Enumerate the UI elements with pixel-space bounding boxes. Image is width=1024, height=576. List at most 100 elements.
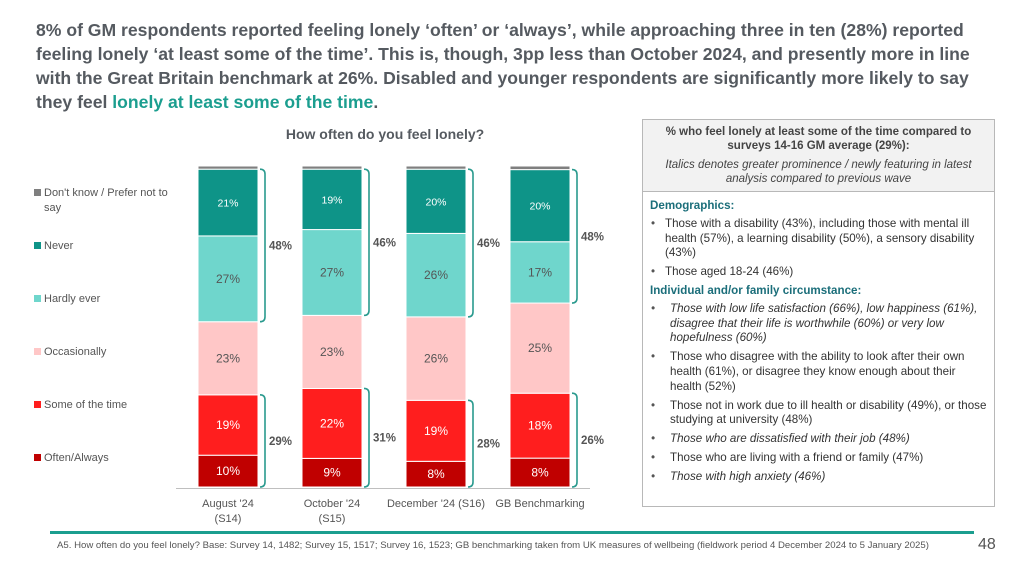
- bar-data-label: 8%: [531, 466, 549, 480]
- demographics-title: Demographics:: [650, 199, 987, 214]
- bar-segment: [405, 168, 467, 234]
- legend-label: Often/Always: [44, 452, 109, 464]
- circumstance-item: Those with high anxiety (46%): [650, 470, 987, 485]
- legend-swatch: [34, 189, 41, 196]
- bar-segment: [509, 241, 571, 304]
- bar-data-label: 22%: [320, 416, 344, 430]
- x-tick-label: December '24 (S16): [387, 498, 485, 510]
- bar-segment: [197, 165, 259, 170]
- demographics-item: Those aged 18-24 (46%): [650, 265, 987, 280]
- bar-data-label: 26%: [424, 352, 448, 366]
- side-panel-header: % who feel lonely at least some of the t…: [643, 120, 994, 192]
- bar-segment: [197, 235, 259, 323]
- circumstance-item: Those with low life satisfaction (66%), …: [650, 302, 987, 346]
- group-total-label: 31%: [373, 433, 396, 445]
- circumstance-item: Those who are dissatisfied with their jo…: [650, 432, 987, 447]
- legend-item: Never: [34, 239, 174, 254]
- bar-segment: [197, 168, 259, 237]
- x-tick-label: GB Benchmarking: [495, 498, 584, 510]
- bracket-hardly-ever-never: [571, 168, 578, 304]
- page-number: 48: [978, 536, 996, 553]
- footnote: A5. How often do you feel lonely? Base: …: [57, 540, 929, 551]
- demographics-title-colon: :: [730, 199, 735, 212]
- chart-title: How often do you feel lonely?: [285, 126, 485, 142]
- legend-swatch: [34, 454, 41, 461]
- group-total-label: 29%: [269, 436, 292, 448]
- bar-segment: [301, 314, 363, 389]
- legend-item: Occasionally: [34, 345, 174, 360]
- bar-data-label: 20%: [425, 196, 446, 208]
- bar-segment: [405, 460, 467, 488]
- bar-segment: [509, 392, 571, 459]
- bar-segment: [301, 165, 363, 170]
- bar-data-label: 23%: [320, 345, 344, 359]
- bar-segment: [405, 399, 467, 462]
- circumstance-item: Those who disagree with the ability to l…: [650, 350, 987, 394]
- bar-segment: [197, 321, 259, 396]
- legend-swatch: [34, 295, 41, 302]
- group-total-label: 28%: [477, 439, 500, 451]
- bracket-hardly-ever-never: [259, 168, 266, 323]
- group-total-label: 48%: [581, 231, 604, 243]
- legend-item: Hardly ever: [34, 292, 174, 307]
- legend-label: Some of the time: [44, 399, 128, 411]
- headline-end: .: [373, 92, 379, 112]
- demographics-list: Those with a disability (43%), including…: [650, 217, 987, 280]
- bar-data-label: 19%: [321, 194, 342, 206]
- group-total-label: 46%: [373, 237, 396, 249]
- legend-item: Some of the time: [34, 398, 174, 413]
- bar-data-label: 9%: [323, 466, 341, 480]
- bar-segment: [301, 168, 363, 231]
- group-total-label: 26%: [581, 435, 604, 447]
- bar-data-label: 19%: [424, 424, 448, 438]
- bar-segment: [405, 316, 467, 401]
- bar-data-label: 27%: [320, 265, 344, 279]
- x-tick-label: (S15): [319, 513, 346, 525]
- legend-label: Never: [44, 240, 74, 252]
- bar-segment: [509, 457, 571, 488]
- bar-data-label: 21%: [217, 198, 238, 210]
- bracket-some-of-the-time: [363, 387, 370, 488]
- legend-item: Don't know / Prefer not to say: [34, 186, 174, 216]
- bar-data-label: 18%: [528, 419, 552, 433]
- side-panel-body: Demographics: Those with a disability (4…: [643, 192, 994, 485]
- bar-segment: [509, 165, 571, 171]
- bracket-hardly-ever-never: [363, 168, 370, 317]
- stacked-bar-chart: 10% 19% 23% 27% 21% August '24 (S14) 9% 22% 23% 27…: [176, 165, 604, 525]
- headline: 8% of GM respondents reported feeling lo…: [36, 18, 996, 114]
- bar-data-label: 20%: [529, 201, 550, 213]
- bar-data-label: 27%: [216, 272, 240, 286]
- bracket-hardly-ever-never: [467, 168, 474, 318]
- legend-label: Don't know / Prefer not to say: [44, 187, 168, 214]
- bar-segment: [301, 457, 363, 488]
- demographics-item: Those with a disability (43%), including…: [650, 217, 987, 261]
- footer-divider: [50, 531, 974, 534]
- group-total-label: 46%: [477, 238, 500, 250]
- legend-swatch: [34, 242, 41, 249]
- bar-data-label: 8%: [427, 467, 445, 481]
- bar-data-label: 26%: [424, 268, 448, 282]
- bar-data-label: 10%: [216, 464, 240, 478]
- legend-label: Hardly ever: [44, 293, 101, 305]
- bar-segment: [197, 454, 259, 488]
- headline-highlight: lonely at least some of the time: [112, 92, 374, 112]
- bar-data-label: 25%: [528, 341, 552, 355]
- bar-data-label: 17%: [528, 265, 552, 279]
- legend-swatch: [34, 401, 41, 408]
- legend-item: Often/Always: [34, 451, 174, 466]
- bar-data-label: 23%: [216, 351, 240, 365]
- demographics-title-text: Demographics: [650, 199, 731, 212]
- bracket-some-of-the-time: [259, 394, 266, 488]
- legend-label: Occasionally: [44, 346, 107, 358]
- side-panel-note: Italics denotes greater prominence / new…: [665, 159, 972, 185]
- group-total-label: 48%: [269, 240, 292, 252]
- bar-segment: [405, 165, 467, 170]
- headline-text: 8% of GM respondents reported feeling lo…: [36, 20, 970, 112]
- x-tick-label: (S14): [215, 513, 242, 525]
- side-panel-title: % who feel lonely at least some of the t…: [665, 126, 972, 152]
- bracket-some-of-the-time: [467, 399, 474, 488]
- circumstance-title: Individual and/or family circumstance:: [650, 283, 862, 297]
- legend-swatch: [34, 348, 41, 355]
- x-tick-label: August '24: [202, 498, 254, 510]
- x-tick-label: October '24: [304, 498, 361, 510]
